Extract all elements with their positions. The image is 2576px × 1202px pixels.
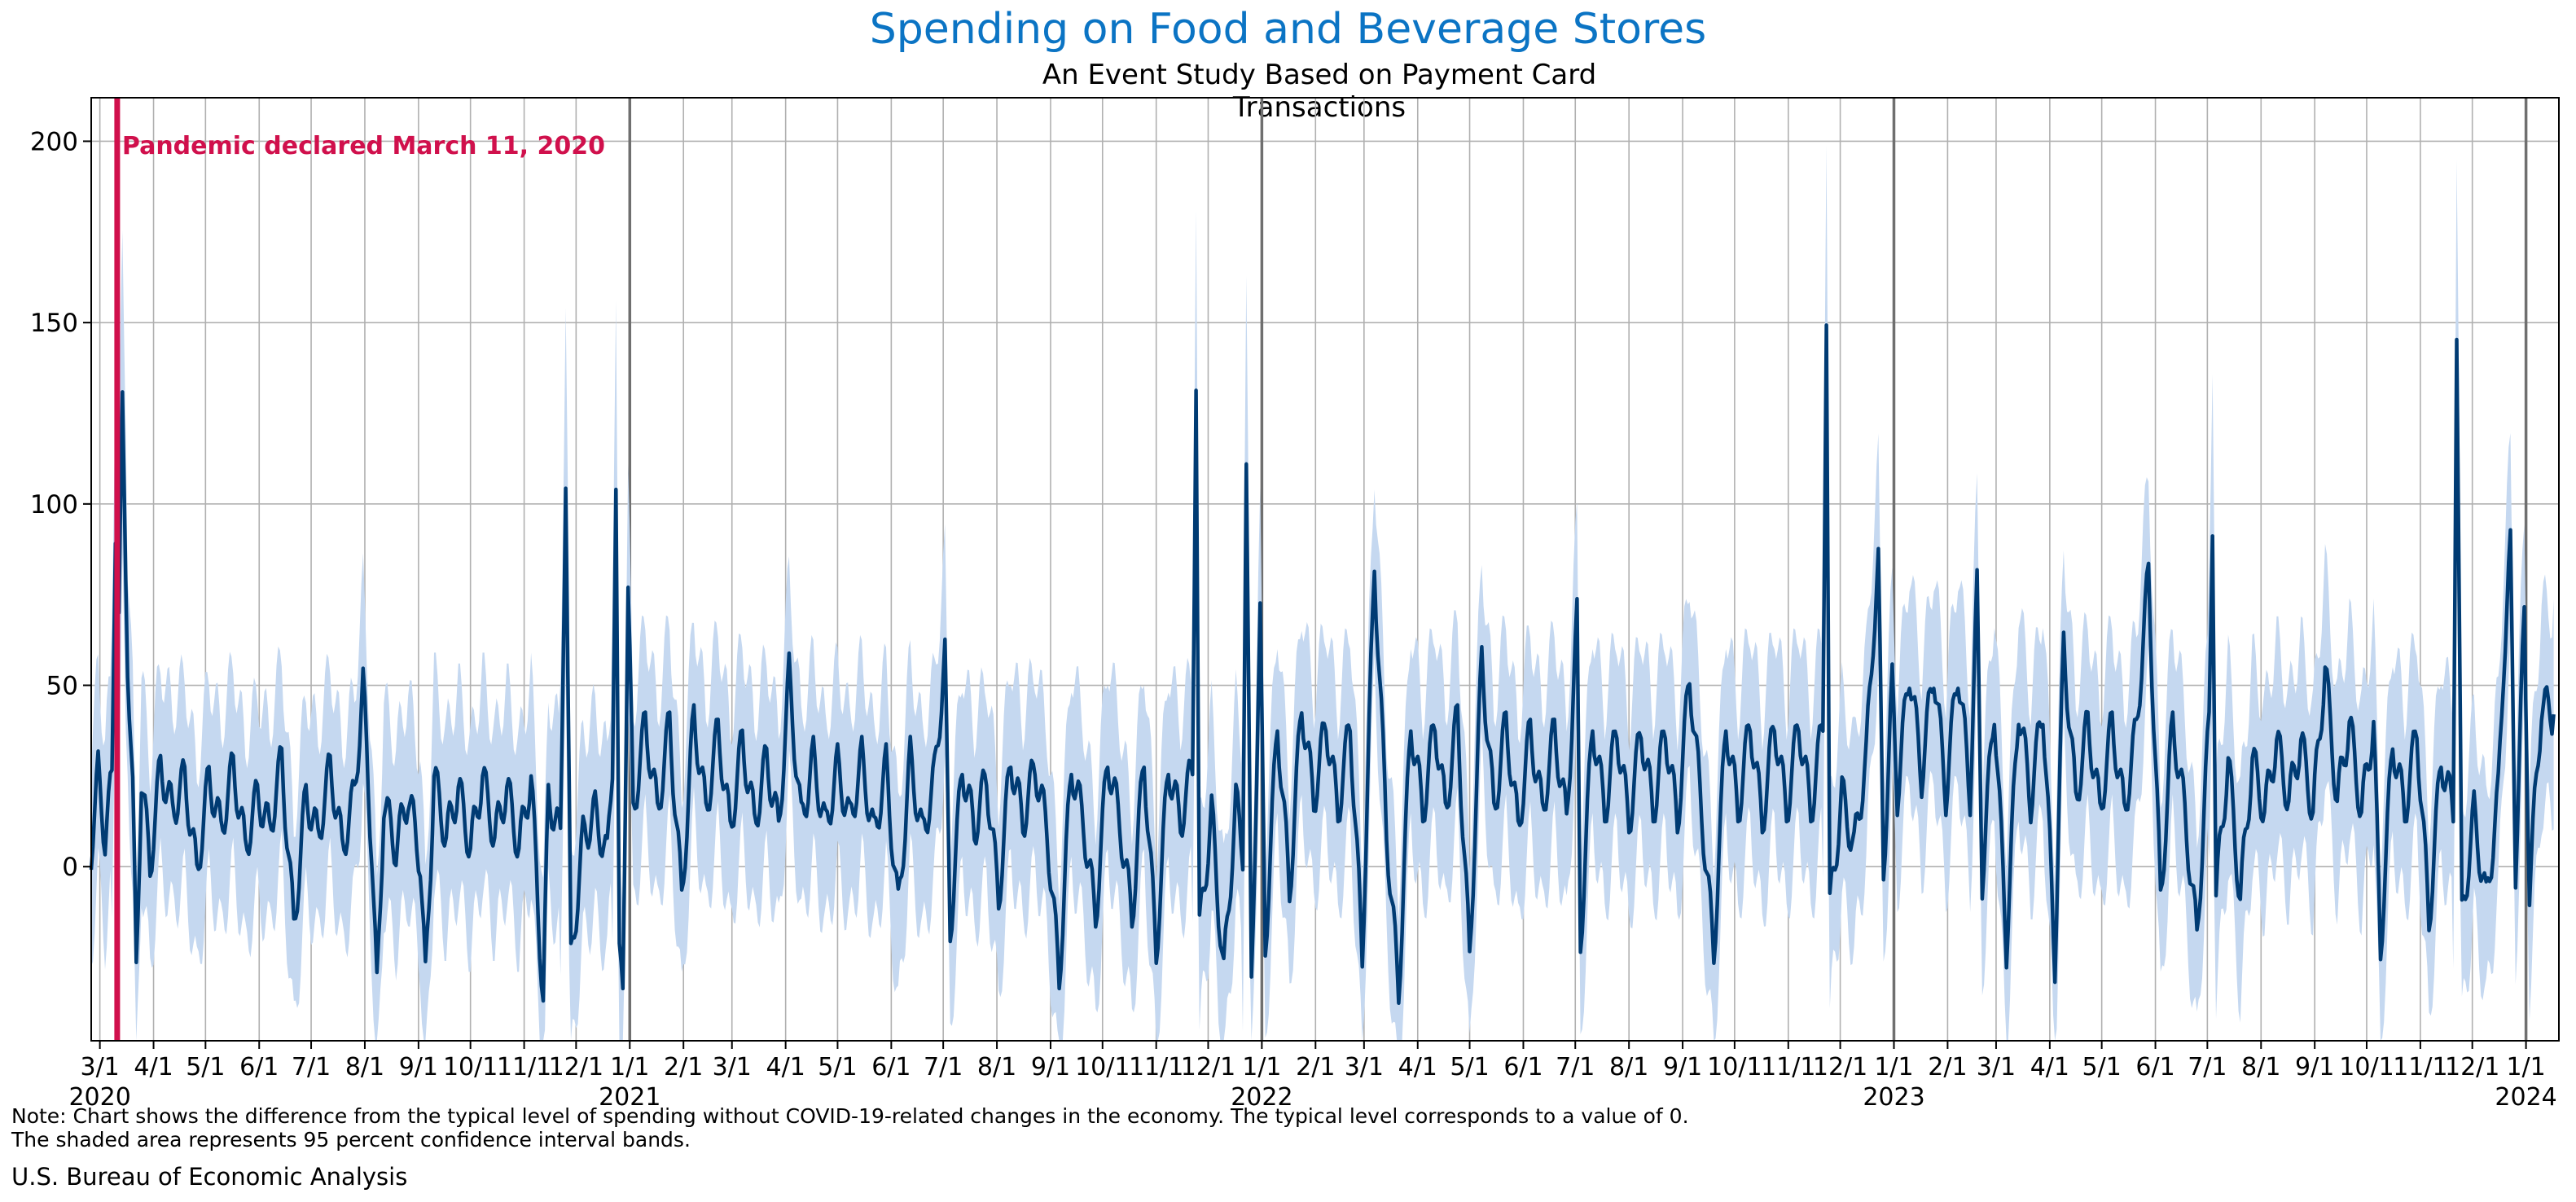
- x-tick-label: 3/1: [713, 1053, 752, 1081]
- y-axis-ticks: 0 50 100 150 200: [30, 127, 91, 882]
- x-tick-label: 11/1: [1129, 1053, 1183, 1081]
- x-tick-label: 7/1: [924, 1053, 963, 1081]
- x-tick-year-label: 2020: [68, 1083, 130, 1112]
- x-tick-label: 3/1: [1345, 1053, 1384, 1081]
- x-tick-label: 11/1: [497, 1053, 551, 1081]
- x-tick-label: 6/1: [1503, 1053, 1543, 1081]
- y-tick-label: 150: [30, 309, 78, 338]
- x-tick-label: 3/1: [1977, 1053, 2016, 1081]
- x-tick-label: 2/1: [664, 1053, 703, 1081]
- x-tick-label: 5/1: [818, 1053, 857, 1081]
- x-tick-label: 1/1: [1874, 1053, 1913, 1081]
- x-tick-year-label: 2021: [599, 1083, 660, 1112]
- x-tick-label: 1/1: [1242, 1053, 1281, 1081]
- event-marker: Pandemic declared March 11, 2020: [114, 98, 605, 1041]
- x-tick-label: 5/1: [2082, 1053, 2122, 1081]
- y-tick-label: 100: [30, 490, 78, 520]
- confidence-band-area: [91, 144, 2554, 1042]
- x-tick-label: 10/1: [1707, 1053, 1762, 1081]
- x-tick-label: 8/1: [2241, 1053, 2280, 1081]
- x-tick-label: 12/1: [1813, 1053, 1867, 1081]
- x-tick-label: 11/1: [1761, 1053, 1815, 1081]
- note-line-2: The shaded area represents 95 percent co…: [11, 1128, 691, 1152]
- x-tick-label: 4/1: [1398, 1053, 1437, 1081]
- x-tick-label: 6/1: [239, 1053, 279, 1081]
- x-tick-label: 2/1: [1928, 1053, 1967, 1081]
- x-tick-label: 9/1: [399, 1053, 438, 1081]
- x-tick-label: 12/1: [1181, 1053, 1235, 1081]
- x-tick-label: 7/1: [2188, 1053, 2227, 1081]
- x-tick-label: 12/1: [549, 1053, 603, 1081]
- pandemic-event-label: Pandemic declared March 11, 2020: [122, 132, 605, 160]
- chart-subtitle: An Event Study Based on Payment Card Tra…: [1042, 59, 1597, 124]
- x-tick-year-label: 2022: [1231, 1083, 1292, 1112]
- x-tick-label: 5/1: [186, 1053, 225, 1081]
- x-tick-label: 4/1: [134, 1053, 173, 1081]
- note-line-1: Note: Chart shows the difference from th…: [11, 1104, 1689, 1128]
- x-tick-label: 6/1: [871, 1053, 911, 1081]
- spending-series: [89, 322, 2556, 1005]
- x-tick-label: 7/1: [292, 1053, 331, 1081]
- x-tick-label: 5/1: [1450, 1053, 1489, 1081]
- x-tick-label: 9/1: [2295, 1053, 2334, 1081]
- x-tick-label: 6/1: [2135, 1053, 2174, 1081]
- x-tick-label: 3/1: [80, 1053, 119, 1081]
- chart-title: Spending on Food and Beverage Stores: [869, 5, 1707, 54]
- x-tick-label: 11/1: [2393, 1053, 2447, 1081]
- plot-frame: [90, 97, 2560, 1042]
- chart-note: Note: Chart shows the difference from th…: [11, 1104, 1689, 1152]
- x-tick-label: 8/1: [1609, 1053, 1648, 1081]
- x-tick-label: 9/1: [1663, 1053, 1702, 1081]
- x-tick-label: 2/1: [1296, 1053, 1335, 1081]
- x-tick-label: 4/1: [2030, 1053, 2069, 1081]
- x-tick-label: 4/1: [766, 1053, 805, 1081]
- x-tick-label: 8/1: [345, 1053, 384, 1081]
- x-tick-label: 7/1: [1556, 1053, 1595, 1081]
- year-boundary-lines: [628, 98, 2528, 1041]
- source-credit: U.S. Bureau of Economic Analysis: [11, 1163, 408, 1191]
- x-tick-year-label: 2023: [1863, 1083, 1924, 1112]
- spending-line: [89, 322, 2556, 1005]
- x-tick-label: 1/1: [2506, 1053, 2545, 1081]
- y-tick-label: 50: [46, 672, 78, 701]
- y-tick-label: 0: [62, 853, 78, 882]
- x-tick-label: 10/1: [443, 1053, 498, 1081]
- x-tick-year-label: 2024: [2495, 1083, 2556, 1112]
- x-tick-label: 9/1: [1031, 1053, 1070, 1081]
- y-tick-label: 200: [30, 127, 78, 156]
- x-tick-label: 12/1: [2445, 1053, 2499, 1081]
- confidence-band: [91, 144, 2554, 1042]
- x-tick-label: 8/1: [977, 1053, 1016, 1081]
- x-tick-label: 1/1: [610, 1053, 649, 1081]
- x-tick-label: 10/1: [1075, 1053, 1130, 1081]
- x-tick-label: 10/1: [2339, 1053, 2394, 1081]
